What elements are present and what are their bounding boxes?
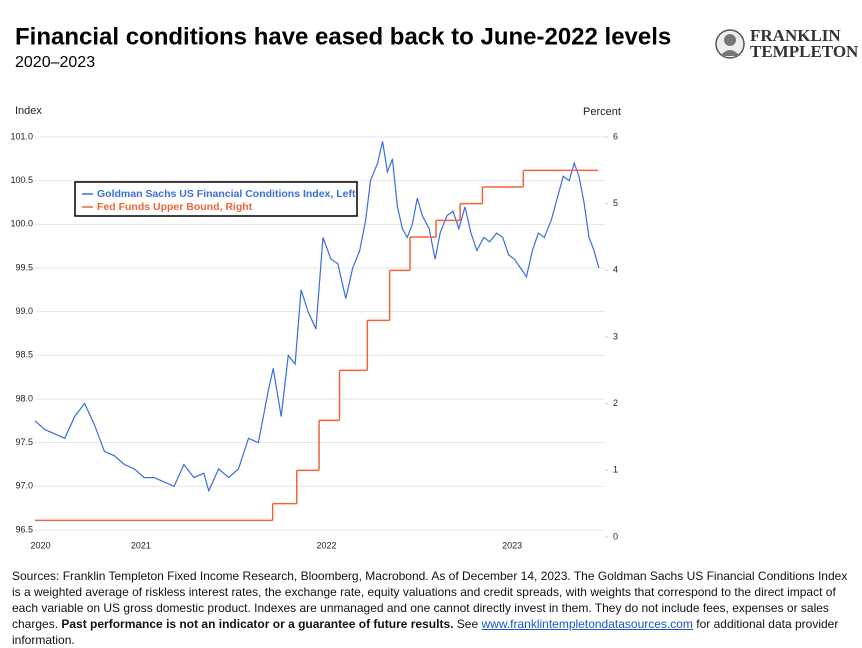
logo-text: FRANKLIN xyxy=(750,26,841,45)
legend-box xyxy=(74,181,358,217)
y-tick-label: 99.0 xyxy=(15,306,33,316)
x-tick-label: 2020 xyxy=(31,540,51,550)
y-tick-label: 100.5 xyxy=(10,175,33,185)
y-tick-label: 96.5 xyxy=(15,524,33,534)
chart-title: Financial conditions have eased back to … xyxy=(15,23,671,50)
logo-icon-body xyxy=(720,50,740,56)
logo: FRANKLIN TEMPLETON xyxy=(715,26,859,61)
y2-tick-label: 3 xyxy=(613,331,618,341)
y2-tick-label: 2 xyxy=(613,398,618,408)
footnote-bold: Past performance is not an indicator or … xyxy=(61,617,454,631)
footnote: Sources: Franklin Templeton Fixed Income… xyxy=(12,568,848,648)
y-tick-label: 101.0 xyxy=(10,131,33,141)
chart: Financial conditions have eased back to … xyxy=(10,23,859,550)
series-line xyxy=(34,141,600,493)
footnote-text: Sources: Franklin Templeton Fixed Income… xyxy=(12,569,848,631)
y2-tick-label: 0 xyxy=(613,531,618,541)
y-tick-label: 99.5 xyxy=(15,262,33,272)
y-tick-label: 98.5 xyxy=(15,350,33,360)
y-tick-label: 97.0 xyxy=(15,481,33,491)
logo-text: TEMPLETON xyxy=(750,42,859,61)
x-tick-label: 2022 xyxy=(316,540,336,550)
footnote-link[interactable]: www.franklintempletondatasources.com xyxy=(481,617,693,631)
y2-axis-label: Percent xyxy=(583,106,621,118)
y-tick-label: 100.0 xyxy=(10,219,33,229)
y2-tick-label: 6 xyxy=(613,131,618,141)
logo-icon-head xyxy=(724,34,736,46)
chart-subtitle: 2020–2023 xyxy=(15,54,95,71)
x-tick-label: 2021 xyxy=(131,540,151,550)
y2-tick-label: 5 xyxy=(613,198,618,208)
y-tick-label: 97.5 xyxy=(15,437,33,447)
legend-label: Fed Funds Upper Bound, Right xyxy=(97,201,253,213)
y-axis-label: Index xyxy=(15,105,42,117)
y-tick-label: 98.0 xyxy=(15,393,33,403)
x-tick-label: 2023 xyxy=(502,540,522,550)
y2-tick-label: 1 xyxy=(613,465,618,475)
legend-label: Goldman Sachs US Financial Conditions In… xyxy=(97,188,356,200)
y2-tick-label: 4 xyxy=(613,265,618,275)
footnote-text: See xyxy=(453,617,482,631)
